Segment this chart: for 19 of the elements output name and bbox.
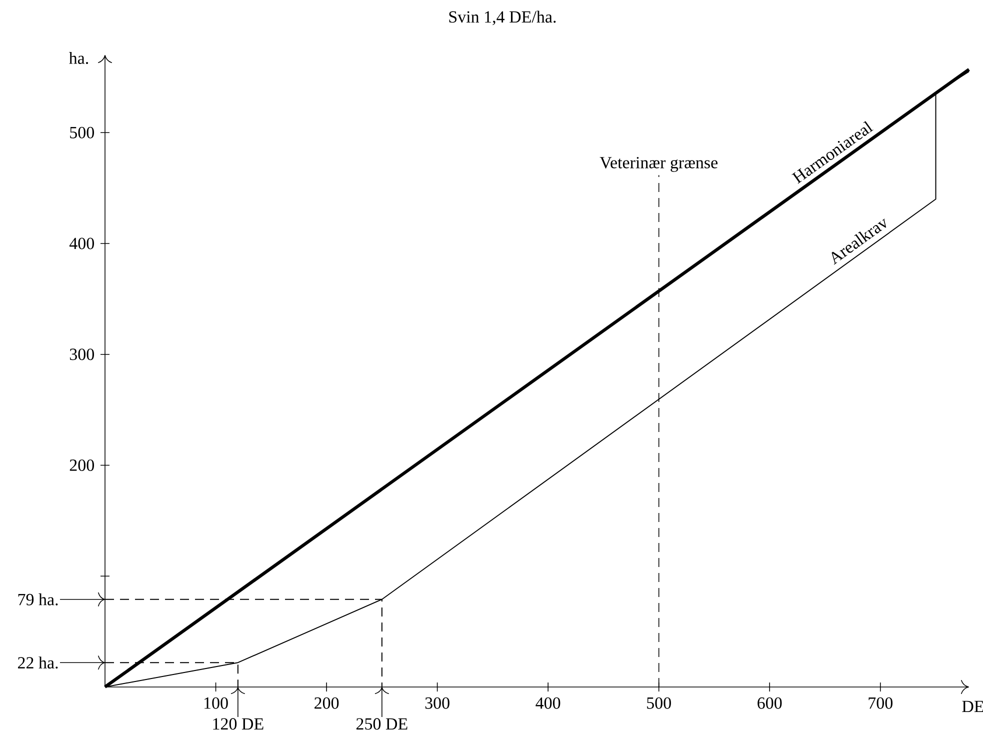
chart-title: Svin 1,4 DE/ha. [449, 10, 556, 26]
x-tick-label: 700 [868, 697, 892, 709]
y-tick-label: 200 [70, 459, 94, 471]
annotation: 22 ha. [18, 656, 58, 669]
annotation: 120 DE [213, 718, 264, 730]
x-tick-label: 200 [314, 697, 339, 709]
annotation: 79 ha. [18, 593, 58, 606]
x-tick-label: 400 [536, 697, 560, 709]
y-tick-label: 300 [70, 348, 94, 360]
y-tick-label: 400 [69, 238, 94, 250]
annotation: 250 DE [356, 718, 408, 730]
x-axis-title: DE [962, 700, 983, 712]
x-tick-label: 100 [204, 697, 228, 709]
y-tick-label: 500 [70, 126, 94, 138]
y-axis-title: ha. [69, 52, 88, 64]
x-tick-label: 500 [647, 697, 671, 709]
x-tick-label: 600 [758, 697, 782, 709]
ref-line-label: Veterinær grænse [600, 156, 718, 172]
x-tick-label: 300 [425, 697, 450, 709]
